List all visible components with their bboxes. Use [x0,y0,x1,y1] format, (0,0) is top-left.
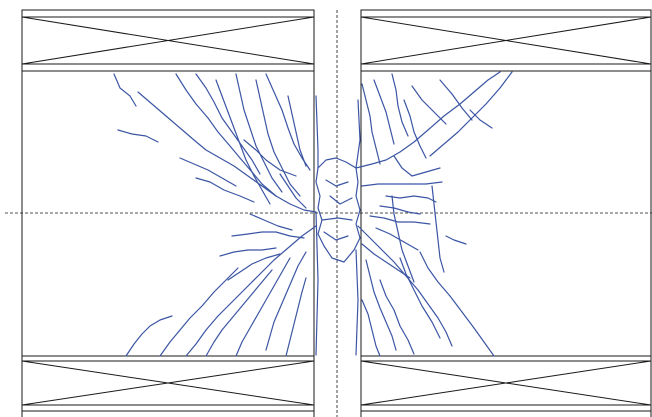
crack-line [287,95,307,167]
crack-line [403,99,427,159]
central-column [313,10,362,417]
crack-line [315,211,319,356]
support-block-top-right [360,9,652,72]
crack-line [379,279,415,355]
crack-line [285,277,307,357]
crack-line [439,79,473,121]
crack-line [399,257,441,339]
crack-pattern [113,71,513,357]
crack-line [469,109,493,129]
crack-line [137,91,317,213]
crack-line [323,231,349,241]
crack-line [317,157,357,169]
crack-line [321,217,353,221]
crack-line [195,177,255,203]
crack-line [361,299,381,357]
crack-line [385,195,437,203]
crack-line [227,253,281,281]
crack-line [323,245,355,263]
crack-line [125,315,173,357]
crack-line [329,195,353,205]
crack-line [279,173,307,209]
crack-line [391,195,415,283]
crack-line [231,231,305,239]
crack-line [369,215,431,225]
crack-line [429,71,513,157]
crack-line [355,99,361,169]
crack-line [391,73,409,137]
crack-line [185,225,317,357]
crack-line [315,95,319,169]
crack-line [431,185,445,273]
crack-line [355,71,501,169]
crack-line [361,83,381,165]
crack-line [361,243,411,279]
crack-line [235,73,283,193]
crack-line [373,79,395,145]
crack-line [357,225,453,347]
crack-line [361,181,443,187]
support-block-top-left [21,9,315,72]
crack-line [255,79,301,197]
crack-line [419,251,495,357]
crack-line [355,249,359,356]
crack-line [393,155,441,177]
slab-outline [21,10,652,417]
crack-line [375,227,419,251]
crack-line [265,73,311,171]
crack-line [113,73,137,107]
crack-line [379,205,421,215]
crack-line [325,179,349,187]
support-block-bottom-right [360,355,652,412]
crack-line [205,269,273,357]
crack-line [411,85,447,125]
crack-line [195,73,261,175]
crack-line [365,259,397,351]
crack-line [235,257,291,357]
crack-line [215,79,271,205]
crack-line [265,251,307,351]
crack-line [159,267,239,357]
crack-line [445,235,467,245]
crack-line [219,247,277,257]
crack-line [243,139,297,177]
crack-line [179,157,237,187]
crack-line [353,167,361,251]
crack-line [249,213,293,231]
crack-line [175,73,277,197]
support-block-bottom-left [21,355,315,412]
crack-line [117,129,159,143]
crack-line [315,167,325,247]
